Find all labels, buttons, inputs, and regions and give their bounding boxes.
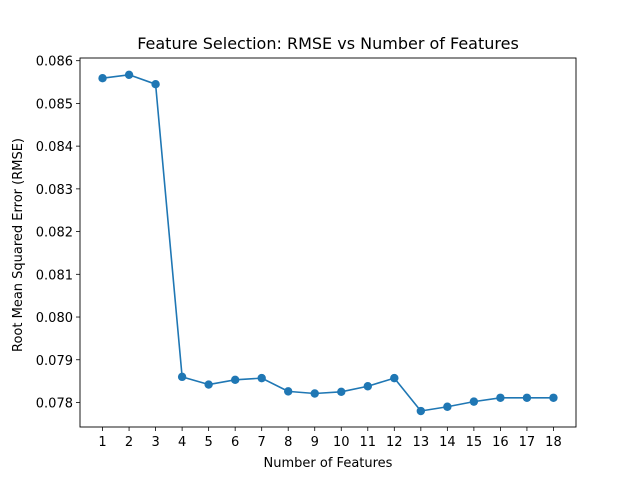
x-tick-label: 7 (258, 435, 266, 450)
x-tick-label: 13 (413, 435, 430, 450)
data-point (416, 406, 426, 416)
x-tick-label: 5 (205, 435, 213, 450)
data-point (363, 382, 372, 391)
data-point (443, 402, 452, 411)
x-tick-label: 8 (284, 435, 292, 450)
axes-frame (79, 57, 577, 428)
x-tick-label: 6 (231, 435, 239, 450)
y-tick-label: 0.084 (36, 140, 73, 155)
x-tick-label: 17 (519, 435, 536, 450)
data-point (98, 74, 107, 83)
data-point (284, 387, 293, 396)
x-tick-label: 3 (151, 435, 159, 450)
x-tick-label: 4 (178, 435, 186, 450)
series-line (102, 73, 554, 412)
data-point (469, 397, 479, 406)
plot-area: 1 2 3 4 5 6 7 8 9 10 11 12 13 14 15 16 17 180.0780.0790.0… (36, 55, 577, 450)
data-point (177, 372, 187, 382)
y-tick-label: 0.085 (36, 97, 73, 112)
x-tick-label: 1 (98, 435, 106, 450)
x-tick-label: 2 (125, 435, 133, 450)
y-tick-label: 0.086 (36, 55, 73, 70)
x-tick-label: 9 (311, 435, 319, 450)
x-tick-label: 11 (360, 435, 377, 450)
x-tick-label: 15 (466, 435, 483, 450)
data-point (151, 79, 160, 89)
x-tick-label: 10 (333, 435, 350, 450)
data-point (257, 373, 266, 383)
y-tick-label: 0.078 (36, 396, 73, 411)
y-tick-label: 0.079 (36, 354, 73, 369)
data-point (230, 375, 240, 385)
chart-title: Feature Selection: RMSE vs Number of Fea… (137, 34, 519, 53)
y-tick-label: 0.083 (36, 183, 73, 198)
y-tick-label: 0.081 (36, 268, 73, 283)
data-point (124, 70, 134, 79)
y-axis-label: Root Mean Squared Error (RMSE) (11, 138, 26, 352)
x-axis-label: Number of Features (264, 456, 393, 471)
x-tick-label: 14 (439, 435, 456, 450)
data-point (496, 393, 505, 402)
data-point (390, 373, 399, 383)
y-tick-label: 0.082 (36, 226, 73, 241)
data-point (549, 393, 558, 402)
data-point (337, 387, 346, 396)
x-tick-label: 18 (545, 435, 562, 450)
y-tick-label: 0.080 (36, 311, 73, 326)
data-point (310, 389, 319, 398)
data-point (522, 393, 532, 402)
data-point (204, 380, 213, 389)
x-tick-label: 12 (386, 435, 403, 450)
x-tick-label: 16 (492, 435, 509, 450)
